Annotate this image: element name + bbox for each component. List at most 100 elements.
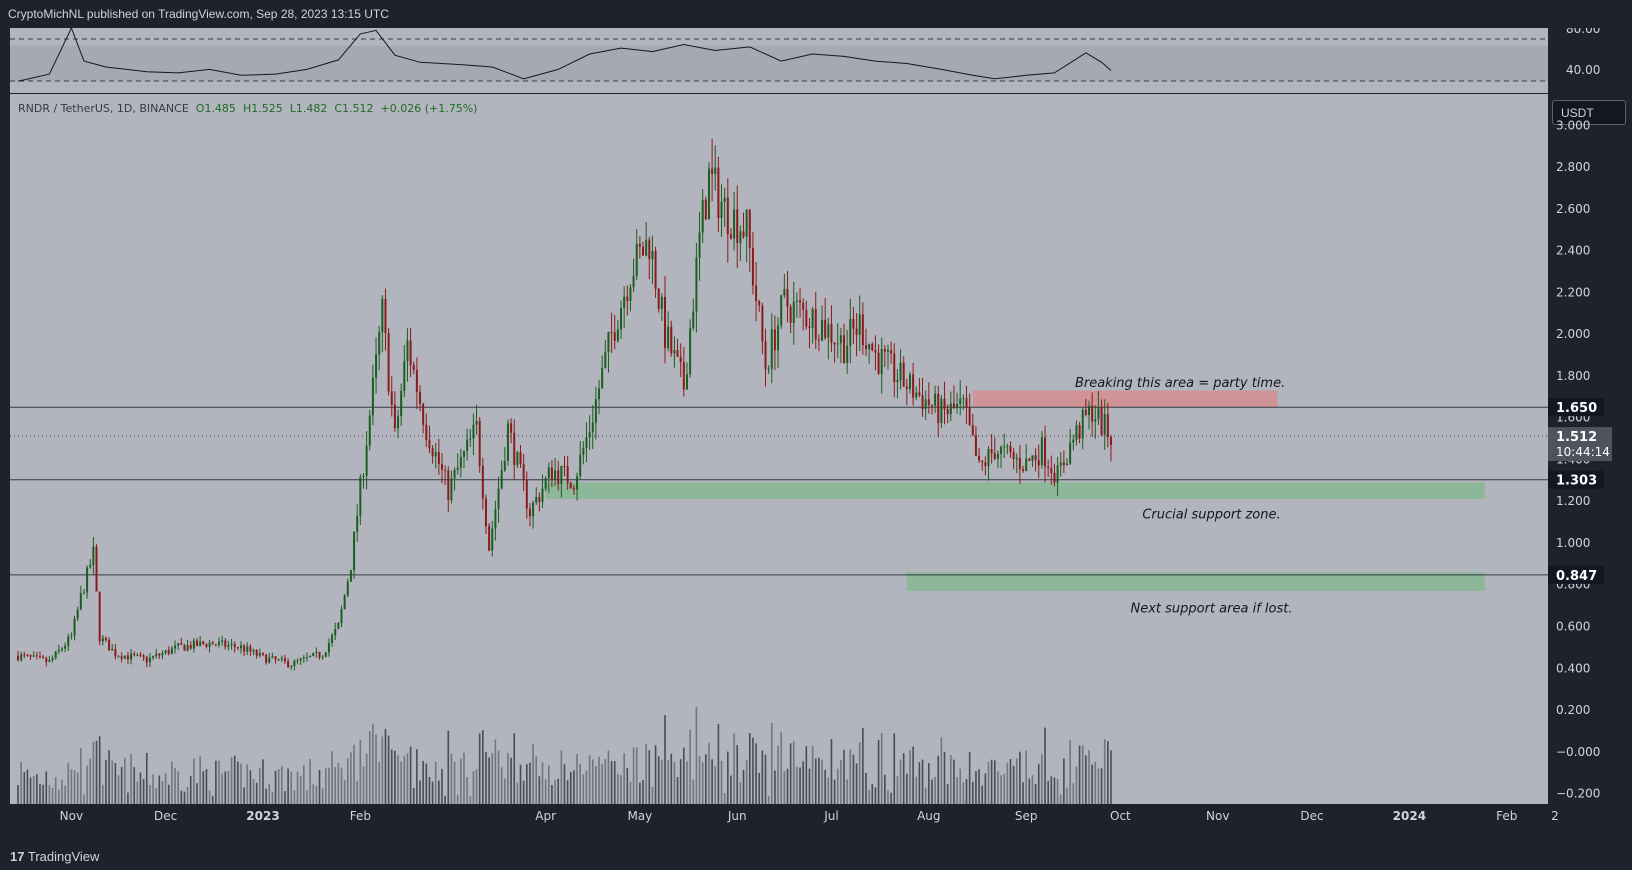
candle-body: [890, 349, 893, 354]
volume-bar: [557, 778, 560, 804]
volume-bar: [833, 779, 836, 804]
candle-body: [528, 508, 531, 517]
tradingview-logo[interactable]: 17 TradingView: [10, 849, 99, 864]
candle-body: [32, 655, 35, 657]
volume-bar: [70, 769, 73, 804]
volume-bar: [51, 787, 54, 804]
candle-body: [846, 345, 849, 363]
volume-bar: [174, 767, 176, 804]
candle-body: [1040, 437, 1043, 466]
volume-bar: [620, 774, 622, 804]
time-axis[interactable]: Nov Dec 2023 Feb Apr May Jun Jul Aug Sep Oct Nov Dec…: [10, 804, 1570, 828]
volume-bar: [86, 765, 88, 804]
candle-body: [393, 404, 396, 429]
volume-bar: [215, 760, 217, 804]
volume-bar: [1091, 764, 1093, 804]
candle-body: [331, 635, 334, 644]
volume-bar: [745, 759, 748, 804]
candle-body: [814, 309, 817, 340]
volume-bar: [227, 770, 230, 804]
volume-bar: [1066, 787, 1068, 804]
candle-body: [221, 640, 224, 642]
volume-bar: [425, 763, 428, 804]
volume-bar: [560, 750, 563, 804]
volume-bar: [1110, 750, 1112, 804]
candle-body: [158, 653, 161, 656]
volume-bar: [912, 746, 914, 804]
candle-body: [283, 658, 286, 662]
volume-bar: [375, 734, 377, 804]
volume-bar: [189, 776, 192, 804]
volume-bar: [312, 784, 315, 804]
volume-bar: [651, 786, 654, 804]
volume-bar: [852, 754, 855, 804]
candle-body: [676, 349, 679, 357]
candle-body: [459, 456, 462, 468]
volume-bar: [221, 773, 223, 804]
volume-bar: [824, 769, 826, 804]
candle-body: [770, 329, 773, 369]
candle-body: [1066, 463, 1069, 466]
currency-button[interactable]: USDT: [1552, 100, 1626, 125]
candle-body: [312, 652, 315, 656]
volume-bar: [965, 778, 968, 804]
volume-bar: [199, 756, 201, 804]
candle-body: [789, 306, 792, 323]
volume-bar: [233, 755, 236, 804]
candle-body: [35, 655, 38, 657]
volume-bar: [764, 754, 767, 804]
volume-bar: [1009, 758, 1012, 804]
volume-bar: [362, 766, 365, 804]
volume-bar: [585, 770, 588, 804]
volume-bar: [648, 750, 651, 804]
volume-bar: [293, 790, 296, 804]
candle-body: [371, 377, 374, 416]
price-chart-pane[interactable]: Breaking this area = party time. Crucial …: [10, 94, 1548, 804]
time-tick: Nov: [1206, 809, 1229, 823]
candle-body: [1078, 425, 1081, 439]
volume-bar: [400, 761, 402, 804]
candle-body: [437, 452, 440, 465]
candle-body: [673, 349, 676, 354]
volume-bar: [372, 723, 374, 804]
candle-body: [192, 640, 195, 649]
candle-body: [368, 415, 371, 446]
volume-bar: [635, 747, 638, 804]
candle-body: [428, 440, 431, 449]
volume-bar: [657, 756, 660, 804]
volume-bar: [601, 764, 603, 804]
volume-bar: [928, 763, 930, 804]
candle-body: [720, 201, 723, 218]
candle-body: [218, 641, 221, 645]
candle-body: [73, 618, 76, 636]
candle-body: [745, 209, 748, 237]
volume-bar: [692, 779, 695, 804]
volume-bar: [890, 792, 892, 804]
volume-bar: [67, 762, 70, 804]
candle-body: [987, 449, 990, 467]
volume-bar: [130, 753, 132, 804]
volume-bar: [500, 767, 503, 804]
candle-body: [1094, 419, 1097, 422]
volume-bar: [409, 746, 412, 804]
candle-body: [952, 403, 955, 408]
rsi-pane[interactable]: [10, 28, 1548, 93]
level-label-bg: [1548, 565, 1604, 584]
volume-bar: [1072, 783, 1075, 804]
volume-bar: [1059, 794, 1062, 804]
volume-bar: [290, 771, 293, 804]
candle-body: [409, 340, 412, 366]
volume-bar: [683, 747, 685, 804]
candle-body: [324, 652, 327, 657]
candle-body: [739, 231, 742, 243]
candle-body: [692, 311, 695, 329]
chart-annotation: Next support area if lost.: [1130, 602, 1292, 617]
volume-bar: [29, 777, 32, 804]
volume-bar: [516, 782, 519, 804]
candle-body: [714, 167, 717, 175]
volume-bar: [714, 766, 717, 804]
candle-body: [962, 398, 965, 400]
candle-body: [1100, 407, 1103, 435]
time-tick: Oct: [1110, 809, 1131, 823]
candle-body: [912, 374, 915, 398]
